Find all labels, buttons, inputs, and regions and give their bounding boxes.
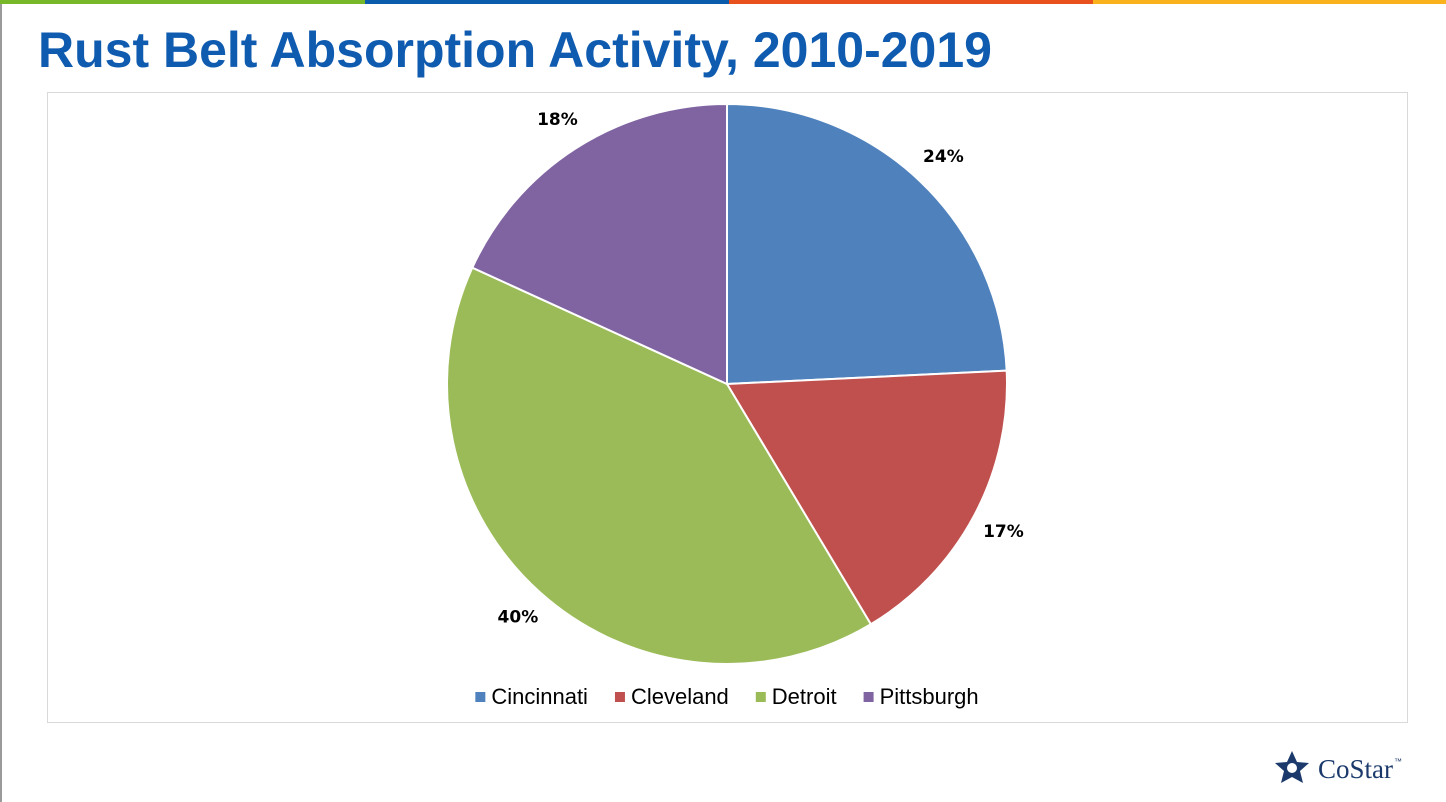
- legend-swatch: [755, 692, 766, 702]
- logo-text: CoStar: [1318, 754, 1393, 784]
- top-stripe: [1093, 0, 1446, 4]
- top-stripe: [729, 0, 1093, 4]
- data-label: 24%: [923, 147, 964, 167]
- legend-swatch: [863, 692, 874, 702]
- legend-swatch: [475, 692, 486, 702]
- logo-trademark: ™: [1394, 757, 1402, 766]
- left-border: [0, 4, 2, 802]
- pie-slice: [446, 266, 873, 665]
- logo: [1275, 751, 1309, 783]
- legend-label: Cincinnati: [491, 684, 588, 709]
- data-label: 17%: [983, 522, 1024, 542]
- pie-slice: [726, 102, 1008, 386]
- chart-title: Rust Belt Absorption Activity, 2010-2019: [38, 22, 992, 78]
- pie-slice: [470, 102, 728, 386]
- data-label: 40%: [498, 608, 539, 628]
- top-stripe: [365, 0, 729, 4]
- legend-swatch: [614, 692, 625, 702]
- top-stripe: [0, 0, 365, 4]
- legend-label: Pittsburgh: [880, 684, 979, 709]
- legend-label: Cleveland: [631, 684, 729, 709]
- pie-slice: [725, 369, 1008, 626]
- legend-label: Detroit: [772, 684, 837, 709]
- logo-icon-center: [1287, 763, 1297, 773]
- data-label: 18%: [537, 110, 578, 130]
